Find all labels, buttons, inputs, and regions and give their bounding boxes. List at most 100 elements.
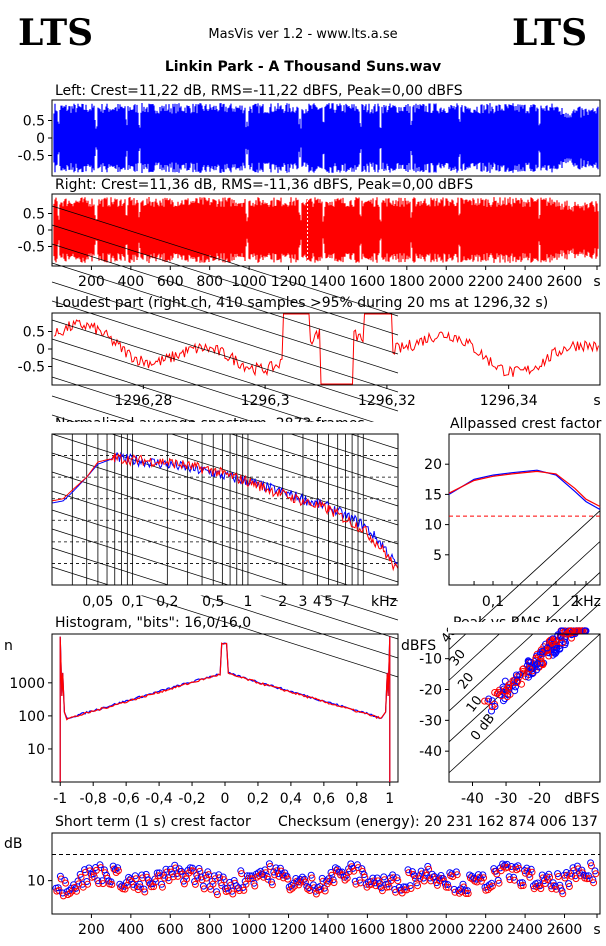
short-crest-point-left [204,868,212,876]
peak-rms-diagonal [448,541,601,681]
short-crest-point-left [406,882,414,890]
short-crest-point-right [528,868,536,876]
spectrum-slope-line [51,509,399,621]
histogram-ylabel: n [4,638,13,654]
histogram-xtick-label: 0,6 [313,791,335,807]
short-crest-point-left [94,877,102,885]
short-crest-point-right [510,876,518,884]
short-crest-point-left [107,878,115,886]
short-crest-point-left [587,859,595,867]
peak-rms-point [511,687,519,695]
short-crest-point-right [271,871,279,879]
short-crest-point-right [277,867,285,875]
short-crest-point-right [565,883,573,890]
short-crest-point-left [70,881,78,889]
loudest-xtick-label: 1296,34 [480,393,538,409]
spectrum-xtick-label: 0,05 [82,594,113,610]
short-crest-point-left [213,888,221,896]
peak-rms-point [505,683,513,691]
short-crest-point-right [268,881,276,889]
time-tick-label: s [593,274,600,290]
short-crest-xtick-label: 2600 [547,922,583,938]
short-crest-point-left [287,882,295,889]
peak-rms-xunit-label: dBFS [564,791,599,807]
waveform-ytick-label: 0.5 [23,207,45,223]
short-crest-point-right [189,867,197,875]
peak-rms-diagonal-label: 30 [447,647,469,669]
short-crest-point-right [77,873,85,881]
short-crest-point-left [263,873,271,880]
short-crest-point-right [546,873,554,881]
short-crest-point-right [376,883,384,891]
short-crest-point-left [248,872,256,880]
histogram-xtick-label: -1 [53,791,67,807]
histogram-xtick-label: -0,2 [178,791,205,807]
short-crest-point-right [183,875,191,883]
short-crest-point-right [158,883,166,891]
loudest-ytick-label: 0.5 [23,325,45,341]
spectrum-xtick-label: 0,2 [156,594,178,610]
short-crest-xtick-label: 800 [196,922,223,938]
short-crest-point-right [202,874,210,882]
short-crest-point-right [352,880,360,888]
short-crest-point-right [524,867,532,875]
short-crest-xtick-label: 600 [157,922,184,938]
short-crest-point-right [585,875,593,883]
short-crest-point-right [519,882,527,889]
time-tick-label: 1200 [271,274,307,290]
time-tick-label: 800 [196,274,223,290]
short-crest-point-left [250,879,258,887]
waveform-ytick-label: -0.5 [18,149,45,165]
loudest-part-frame [51,312,601,386]
spectrum-slope-line [51,433,399,545]
histogram-ytick-label: 10 [27,742,45,758]
short-crest-point-right [484,886,492,894]
histogram-xtick-label: -0,4 [145,791,172,807]
short-crest-point-left [375,880,383,888]
waveform-ytick-label: 0 [36,131,45,147]
short-crest-point-left [540,877,548,885]
peak-rms-diagonal-label: 10 [464,693,486,715]
short-crest-point-right [70,884,78,891]
short-crest-point-right [66,889,74,897]
short-crest-point-left [261,866,269,874]
allpassed-xunit-label: kHz [575,594,601,610]
short-crest-point-right [152,878,160,886]
short-crest-point-left [265,860,273,868]
spectrum-slope-line [51,528,399,640]
peak-rms-point [493,690,501,698]
short-crest-point-right [385,883,393,891]
waveform-envelope-0 [53,103,599,173]
peak-rms-point [481,697,489,705]
short-crest-point-left [554,870,562,878]
short-crest-point-left [67,884,75,892]
short-crest-point-left [430,873,438,880]
short-crest-point-left [450,885,458,893]
short-crest-point-right [449,873,457,881]
short-crest-point-right [242,880,250,888]
short-crest-xtick-label: 400 [117,922,144,938]
short-crest-point-right [407,885,415,892]
short-crest-point-left [474,871,482,879]
loudest-part-trace [53,313,599,385]
short-crest-point-left [565,880,573,888]
short-crest-point-left [144,876,152,884]
short-crest-point-right [117,883,125,891]
short-crest-point-left [380,873,388,881]
short-crest-point-left [391,886,399,893]
short-crest-point-right [418,870,426,878]
short-crest-point-left [298,873,306,881]
short-crest-point-right [108,881,116,888]
short-crest-point-left [545,870,553,878]
short-crest-point-right [495,879,503,887]
short-crest-point-left [81,866,89,874]
spectrum-slope-line [51,395,399,507]
short-crest-point-right [431,875,439,883]
peak-rms-ylabel: dBFS [401,638,436,654]
short-crest-point-left [54,884,62,892]
short-crest-point-right [460,883,468,891]
short-crest-point-left [329,876,337,884]
short-crest-point-left [349,864,357,872]
peak-rms-point [522,673,530,681]
short-crest-point-left [393,874,401,882]
